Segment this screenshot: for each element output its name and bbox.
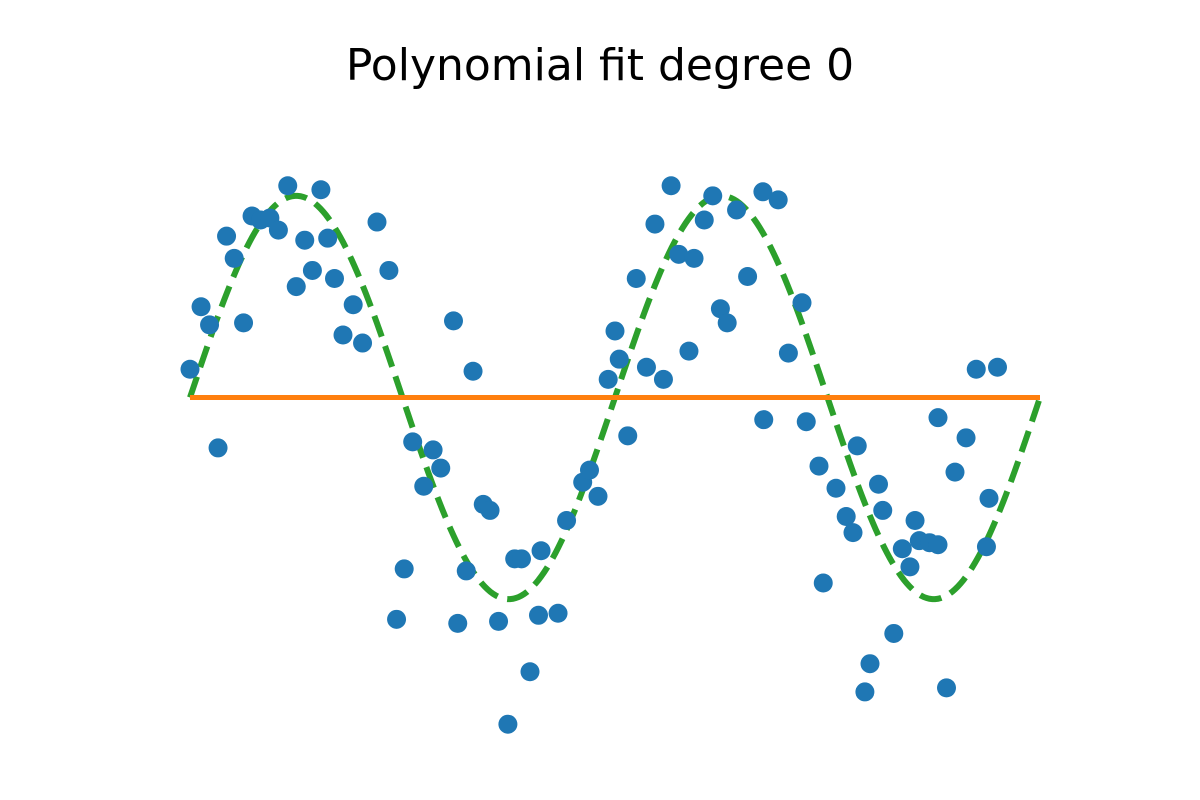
scatter-point	[431, 458, 451, 478]
chart-title: Polynomial fit degree 0	[345, 40, 855, 91]
scatter-point	[489, 611, 509, 631]
scatter-point	[580, 460, 599, 480]
scatter-point	[529, 605, 548, 625]
scatter-point	[448, 613, 468, 633]
scatter-point	[661, 176, 681, 196]
scatter-point	[905, 511, 925, 531]
scatter-point	[234, 313, 254, 333]
scatter-point	[792, 293, 812, 313]
scatter-point	[609, 349, 629, 369]
scatter-point	[754, 410, 774, 430]
scatter-point	[717, 313, 737, 333]
scatter-point	[937, 678, 956, 698]
scatter-point	[653, 369, 673, 389]
scatter-point	[684, 248, 704, 268]
scatter-point	[928, 535, 948, 555]
scatter-point	[295, 230, 315, 250]
scatter-point	[403, 432, 423, 452]
scatter-point	[796, 412, 816, 432]
scatter-point	[843, 523, 863, 543]
scatter-point	[548, 603, 568, 623]
scatter-point	[928, 408, 948, 428]
scatter-point	[353, 333, 373, 353]
scatter-point	[626, 269, 646, 289]
scatter-point	[679, 341, 699, 361]
scatter-point	[768, 190, 788, 210]
scatter-point	[836, 506, 856, 526]
scatter-point	[557, 511, 577, 531]
scatter-point	[414, 476, 434, 496]
scatter-point	[809, 456, 829, 476]
scatter-point	[900, 557, 920, 577]
scatter-point	[394, 559, 414, 579]
scatter-point	[855, 682, 875, 702]
scatter-point	[669, 244, 689, 264]
scatter-point	[278, 176, 298, 196]
scatter-point	[224, 248, 244, 268]
scatter-point	[892, 539, 912, 559]
scatter-points-group	[180, 176, 1007, 734]
scatter-point	[333, 325, 353, 345]
scatter-point	[988, 357, 1007, 377]
scatter-point	[598, 369, 618, 389]
scatter-point	[387, 609, 407, 629]
scatter-point	[180, 359, 200, 379]
scatter-point	[379, 260, 399, 280]
scatter-point	[520, 662, 540, 682]
scatter-point	[200, 315, 220, 335]
scatter-point	[480, 500, 500, 520]
scatter-point	[343, 295, 363, 315]
scatter-point	[618, 426, 638, 446]
scatter-point	[463, 361, 483, 381]
scatter-point	[826, 478, 846, 498]
scatter-point	[191, 297, 211, 317]
scatter-point	[605, 321, 625, 341]
scatter-point	[444, 311, 463, 331]
scatter-point	[847, 436, 867, 456]
scatter-point	[588, 486, 608, 506]
scatter-point	[456, 561, 476, 581]
scatter-point	[860, 654, 880, 674]
scatter-point	[966, 359, 986, 379]
scatter-point	[727, 200, 747, 220]
scatter-point	[302, 260, 322, 280]
scatter-point	[645, 214, 665, 234]
scatter-point	[884, 623, 904, 643]
scatter-point	[325, 269, 344, 289]
scatter-point	[268, 220, 288, 240]
scatter-point	[778, 343, 798, 363]
scatter-point	[694, 210, 714, 230]
scatter-point	[710, 299, 730, 319]
scatter-point	[945, 462, 965, 482]
scatter-point	[813, 573, 833, 593]
scatter-point	[498, 714, 518, 734]
scatter-point	[869, 474, 888, 494]
scatter-point	[703, 186, 723, 206]
scatter-point	[311, 180, 331, 200]
scatter-point	[753, 182, 773, 202]
scatter-point	[286, 277, 306, 297]
scatter-point	[531, 541, 551, 561]
scatter-point	[367, 212, 387, 232]
scatter-point	[318, 228, 338, 248]
scatter-point	[976, 537, 996, 557]
scatter-point	[423, 440, 443, 460]
scatter-point	[512, 549, 531, 569]
scatter-point	[738, 267, 758, 286]
scatter-point	[217, 226, 237, 246]
scatter-point	[956, 428, 976, 448]
scatter-point	[208, 438, 228, 458]
scatter-point	[979, 488, 999, 508]
scatter-point	[873, 500, 893, 520]
scatter-point	[636, 357, 656, 377]
